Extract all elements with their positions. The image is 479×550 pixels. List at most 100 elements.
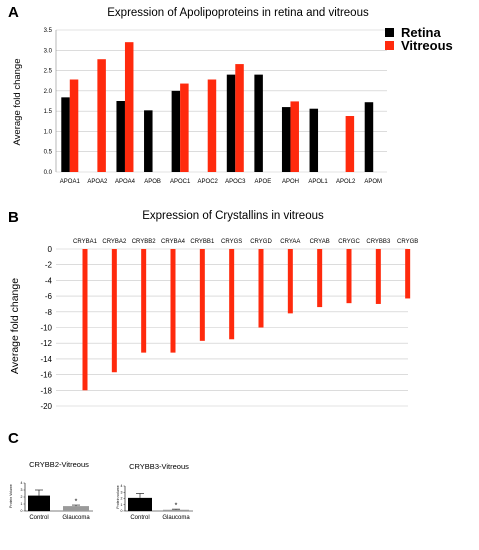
chart-a-y-tick-label: 2.0: [44, 89, 53, 95]
chart-c2-y-tick-label: 3: [121, 490, 123, 494]
panel-c: C CRYBB2-Vitreous Protein Volume 0 1 2 3 4 Co…: [8, 430, 193, 521]
chart-b-x-tick-label: CRYBA2: [102, 239, 127, 245]
chart-b-bar-cryab: [317, 249, 323, 308]
chart-b-bars: [82, 249, 411, 391]
panel-b-label: B: [8, 209, 19, 226]
chart-c2-ylabel: Protein volume: [116, 485, 120, 508]
chart-b-y-tick-label: 0: [48, 245, 53, 254]
chart-c2-bar-control: [128, 497, 152, 511]
chart-b-bar-crygc: [346, 249, 352, 304]
panel-a: A Expression of Apolipoproteins in retin…: [8, 4, 453, 185]
chart-c1-y-tick-label: 0: [21, 509, 23, 513]
panel-c-label: C: [8, 430, 19, 447]
chart-a-x-ticks: APOA1 APOA2 APOA4 APOB APOC1 APOC2 APOC3 APOE AP…: [60, 179, 382, 185]
chart-b-x-tick-label: CRYBB1: [190, 239, 215, 245]
chart-c2-y-tick-label: 1: [121, 503, 123, 507]
chart-c1: 0 1 2 3 4 Control * Glaucoma: [21, 481, 93, 521]
chart-a-y-tick-label: 2.5: [44, 69, 53, 75]
chart-b-y-tick-label: -8: [45, 308, 53, 317]
chart-b-bar-cryba2: [111, 249, 117, 373]
chart-a-x-tick-label: APOL2: [336, 179, 356, 185]
chart-b-y-tick-label: -16: [40, 371, 52, 380]
chart-a-bar-vitreous-apoa4: [124, 42, 134, 172]
chart-a-y-tick-label: 1.5: [44, 109, 53, 115]
chart-c2-y-tick-label: 2: [121, 497, 123, 501]
chart-b-y-tick-label: -6: [45, 292, 53, 301]
chart-a-bar-vitreous-apoc2: [207, 79, 217, 172]
chart-a-y-tick-label: 3.5: [44, 28, 53, 34]
chart-a-x-tick-label: APOA2: [87, 179, 108, 185]
legend-vitreous-label: Vitreous: [401, 38, 453, 53]
chart-a-bar-retina-apoc1: [171, 90, 181, 172]
chart-a-bar-retina-apoa1: [61, 97, 70, 172]
chart-a-x-tick-label: APOH: [282, 179, 299, 185]
chart-b-x-tick-label: CRYGB: [397, 239, 418, 245]
chart-b-bar-crybb3: [375, 249, 381, 304]
chart-a-legend: Retina Vitreous: [385, 25, 453, 53]
chart-b-x-tick-label: CRYAA: [280, 239, 300, 245]
chart-c2-x-tick-label: Glaucoma: [162, 515, 190, 521]
chart-a-bar-retina-apoc3: [226, 74, 236, 172]
chart-a-x-tick-label: APOL1: [308, 179, 328, 185]
chart-b-bar-crygs: [229, 249, 235, 340]
chart-a-x-tick-label: APOC3: [225, 179, 246, 185]
chart-b-y-tick-label: -2: [45, 261, 53, 270]
chart-b-y-tick-label: -14: [40, 355, 52, 364]
chart-b-ylabel: Average fold change: [9, 278, 21, 374]
chart-a-bar-retina-apoh: [281, 107, 291, 172]
chart-b-bar-crybb2: [141, 249, 147, 353]
chart-c1-x-tick-label: Glaucoma: [62, 515, 90, 521]
chart-a-bar-vitreous-apoa1: [69, 79, 79, 172]
chart-c1-bar-glaucoma: [63, 506, 89, 511]
chart-a-bar-retina-apol1: [309, 108, 319, 172]
chart-a-bars: [61, 42, 374, 173]
chart-a-x-tick-label: APOA1: [60, 179, 81, 185]
chart-a-bar-retina-apob: [144, 110, 153, 172]
chart-b-bar-crygb: [405, 249, 411, 299]
chart-a-y-ticks: 0.0 0.5 1.0 1.5 2.0 2.5 3.0 3.5: [44, 28, 53, 176]
legend-retina-swatch: [385, 28, 394, 37]
chart-a-gridlines: [55, 29, 387, 173]
chart-a-y-tick-label: 0.0: [44, 170, 53, 176]
chart-b-x-tick-label: CRYAB: [310, 239, 330, 245]
chart-c2-bar-glaucoma: [163, 509, 189, 511]
chart-b-x-tick-label: CRYGD: [250, 239, 272, 245]
chart-b-x-ticks: CRYBA1 CRYBA2 CRYBB2 CRYBA4 CRYBB1 CRYGS CRYGD…: [73, 239, 418, 245]
chart-b-bar-cryaa: [287, 249, 293, 314]
chart-b-x-tick-label: CRYBB2: [132, 239, 157, 245]
chart-b-bar-cryba4: [170, 249, 176, 353]
chart-a-y-tick-label: 3.0: [44, 48, 53, 54]
chart-b-y-tick-label: -20: [40, 402, 52, 411]
chart-c1-y-tick-label: 2: [21, 495, 23, 499]
chart-c1-y-tick-label: 3: [21, 488, 23, 492]
chart-a-bar-vitreous-apoa2: [97, 59, 106, 173]
chart-b-bar-crygd: [258, 249, 264, 328]
chart-a-bar-retina-apoe: [254, 74, 263, 172]
chart-b-x-tick-label: CRYGS: [221, 239, 242, 245]
chart-c2: 0 1 2 3 4 Control * Glaucoma: [121, 484, 193, 521]
chart-b-x-tick-label: CRYBB3: [366, 239, 391, 245]
chart-a-x-tick-label: APOE: [255, 179, 272, 185]
chart-c1-bar-control: [28, 495, 50, 511]
chart-a-bar-retina-apom: [364, 102, 374, 172]
chart-a-x-tick-label: APOB: [144, 179, 161, 185]
chart-c1-title: CRYBB2-Vitreous: [29, 460, 89, 469]
chart-b-y-ticks: 0 -2 -4 -6 -8 -10 -12 -14 -16 -18 -20: [40, 245, 52, 411]
chart-a-title: Expression of Apolipoproteins in retina …: [107, 7, 369, 19]
chart-a-x-tick-label: APOM: [364, 179, 382, 185]
chart-a-x-tick-label: APOC2: [198, 179, 219, 185]
chart-a-x-tick-label: APOC1: [170, 179, 191, 185]
chart-a-bar-vitreous-apoc1: [180, 83, 189, 172]
panel-a-label: A: [8, 4, 19, 21]
chart-c1-significance-mark: *: [75, 499, 78, 506]
chart-b-y-tick-label: -18: [40, 386, 52, 395]
chart-b-y-tick-label: -4: [45, 276, 53, 285]
chart-c1-y-tick-label: 4: [21, 481, 23, 485]
chart-a-x-tick-label: APOA4: [115, 179, 136, 185]
chart-b-y-tick-label: -12: [40, 339, 52, 348]
chart-b-x-tick-label: CRYGC: [338, 239, 360, 245]
chart-b-x-tick-label: CRYBA1: [73, 239, 98, 245]
chart-a-y-tick-label: 0.5: [44, 150, 53, 156]
chart-a-bar-retina-apoa4: [116, 101, 125, 172]
